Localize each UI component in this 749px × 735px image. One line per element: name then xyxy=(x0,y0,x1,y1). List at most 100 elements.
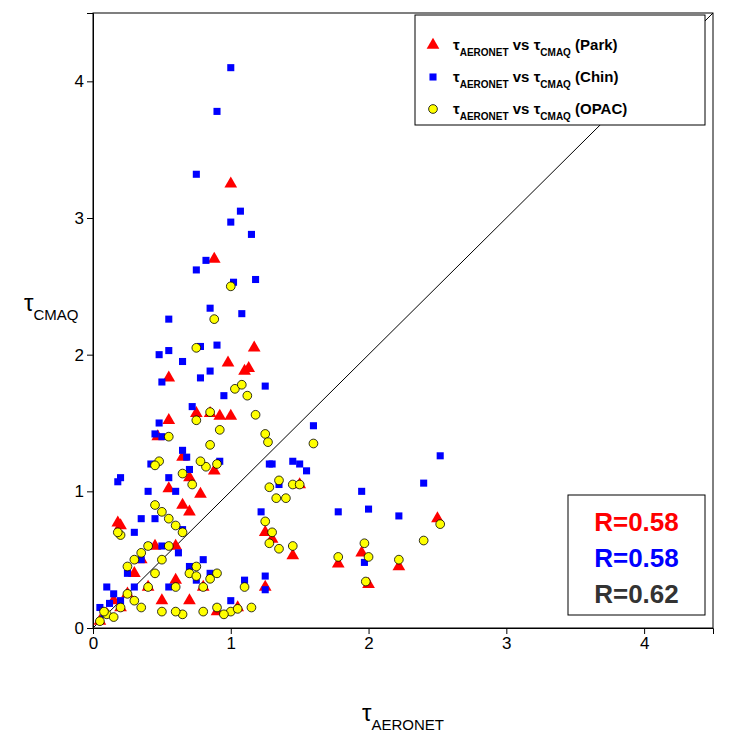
point xyxy=(261,430,270,439)
tick: 0 xyxy=(89,628,98,653)
point xyxy=(213,108,220,115)
point xyxy=(158,607,167,616)
point xyxy=(171,583,180,592)
point xyxy=(364,553,373,562)
point xyxy=(296,460,303,467)
point xyxy=(265,483,274,492)
point xyxy=(130,596,139,605)
point xyxy=(178,528,187,537)
point xyxy=(196,457,205,466)
point xyxy=(419,536,428,545)
point xyxy=(240,583,249,592)
point xyxy=(268,528,277,537)
point xyxy=(156,351,163,358)
y-axis-title: τCMAQ xyxy=(24,289,78,323)
point xyxy=(171,521,180,530)
point xyxy=(131,529,138,536)
point xyxy=(192,562,201,571)
point xyxy=(193,266,200,273)
point xyxy=(213,569,222,578)
point xyxy=(151,430,158,437)
point xyxy=(272,494,281,503)
point xyxy=(194,487,207,498)
point xyxy=(436,520,445,529)
point xyxy=(222,356,235,367)
tick: 1 xyxy=(227,628,236,653)
point xyxy=(172,488,179,495)
tick-label: 2 xyxy=(364,634,373,653)
point xyxy=(176,498,189,509)
tick: 2 xyxy=(75,346,93,365)
tick-label: 0 xyxy=(75,619,84,638)
point xyxy=(437,452,444,459)
point xyxy=(178,469,187,478)
point xyxy=(248,231,255,238)
legend-box xyxy=(415,15,705,125)
point xyxy=(309,439,318,448)
point xyxy=(204,406,217,417)
point xyxy=(137,603,146,612)
point xyxy=(220,610,229,619)
point xyxy=(165,316,172,323)
point xyxy=(169,573,182,584)
point xyxy=(114,478,121,485)
point xyxy=(110,590,117,597)
point xyxy=(237,380,246,389)
point xyxy=(227,64,234,71)
tick-label: 4 xyxy=(640,634,649,653)
annotation: R=0.58 xyxy=(594,543,679,573)
tick-mark xyxy=(87,81,93,82)
point xyxy=(137,548,146,557)
annotation: R=0.58 xyxy=(594,507,679,537)
legend: τAERONET vs τCMAQ (Park) τAERONET vs τCMA… xyxy=(415,15,705,125)
point xyxy=(103,583,110,590)
point xyxy=(275,476,284,485)
point xyxy=(242,361,255,372)
point xyxy=(131,583,138,590)
point xyxy=(156,593,169,604)
point xyxy=(247,603,256,612)
point xyxy=(206,408,215,417)
point xyxy=(142,580,155,591)
tick-mark xyxy=(87,355,93,356)
tick-label: 4 xyxy=(75,72,84,91)
point xyxy=(164,514,173,523)
point xyxy=(158,378,165,385)
point xyxy=(264,438,273,447)
point xyxy=(224,176,237,187)
point xyxy=(213,604,220,611)
point xyxy=(262,586,269,593)
point xyxy=(113,528,122,537)
point xyxy=(145,542,152,549)
point xyxy=(213,409,226,420)
point xyxy=(145,488,152,495)
point xyxy=(151,501,160,510)
chart: 0123401234τAERONETτCMAQτAERONET vs τCMAQ… xyxy=(0,0,749,735)
point xyxy=(394,555,403,564)
point xyxy=(202,257,209,264)
point xyxy=(165,474,172,481)
tick: 4 xyxy=(640,628,649,653)
point xyxy=(151,569,160,578)
point xyxy=(335,508,342,515)
point xyxy=(188,480,197,489)
point xyxy=(303,467,310,474)
point xyxy=(238,310,245,317)
legend-marker xyxy=(429,73,436,80)
series xyxy=(94,176,444,624)
legend-label: τAERONET vs τCMAQ (Chin) xyxy=(453,68,618,90)
x-axis-title: τAERONET xyxy=(362,699,444,733)
point xyxy=(207,368,214,375)
point xyxy=(289,458,296,465)
point xyxy=(151,515,158,522)
legend-label: τAERONET vs τCMAQ (OPAC) xyxy=(453,100,627,122)
point xyxy=(100,607,109,616)
point xyxy=(275,544,284,553)
legend-label: τAERONET vs τCMAQ (Park) xyxy=(453,36,618,58)
x-axis: 01234 xyxy=(89,628,714,653)
legend-marker xyxy=(429,105,438,114)
tick: 2 xyxy=(364,628,373,653)
point xyxy=(96,617,105,626)
point xyxy=(144,542,153,551)
point xyxy=(156,419,163,426)
